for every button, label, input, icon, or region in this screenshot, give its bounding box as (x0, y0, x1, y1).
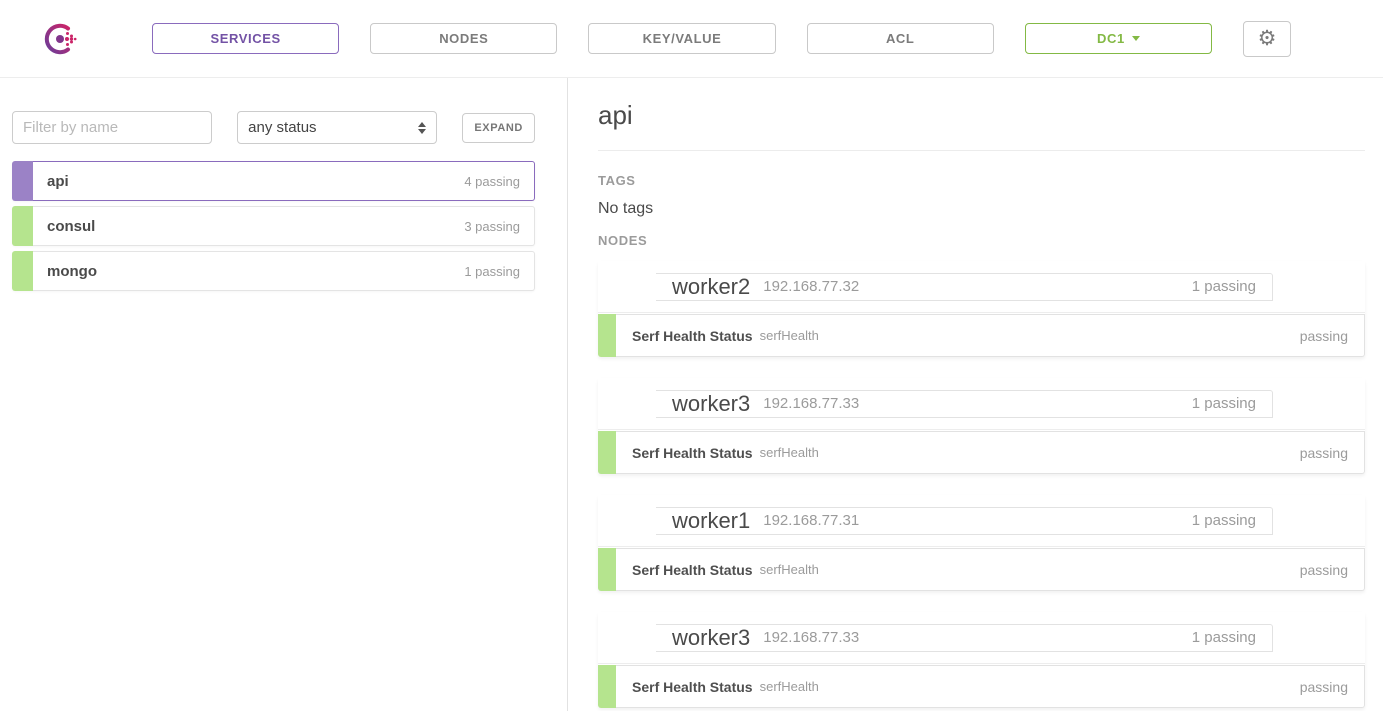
tab-acl[interactable]: ACL (806, 23, 994, 54)
service-row-consul[interactable]: consul 3 passing (12, 206, 535, 246)
node-address: 192.168.77.32 (763, 278, 860, 295)
check-status: passing (1299, 561, 1348, 578)
expand-button[interactable]: EXPAND (462, 112, 535, 143)
datacenter-label: DC1 (1097, 31, 1125, 46)
status-filter-select[interactable]: any status (237, 111, 438, 144)
select-arrows-icon (418, 121, 427, 134)
check-status-stripe (598, 314, 616, 357)
service-name: mongo (47, 262, 97, 280)
check-status-stripe (598, 548, 616, 591)
check-name: Serf Health Status (632, 444, 753, 461)
service-name: consul (47, 217, 96, 235)
node-status-count: 1 passing (1191, 395, 1256, 412)
check-name: Serf Health Status (632, 327, 753, 344)
node-name: worker3 (672, 624, 751, 650)
check-status: passing (1299, 327, 1348, 344)
services-sidebar: any status EXPAND api 4 passing consul 3 (0, 78, 568, 711)
service-list: api 4 passing consul 3 passing mongo 1 p… (12, 161, 535, 291)
service-status-count: 1 passing (464, 263, 520, 279)
node-address: 192.168.77.31 (763, 512, 860, 529)
node-card: worker2 192.168.77.32 1 passing Serf Hea… (598, 261, 1365, 357)
node-status-count: 1 passing (1191, 278, 1256, 295)
main-nav: SERVICES NODES KEY/VALUE ACL DC1 (152, 23, 1213, 54)
settings-button[interactable]: ⚙ (1243, 20, 1291, 57)
service-status-stripe (12, 206, 33, 246)
node-address: 192.168.77.33 (763, 395, 860, 412)
check-status: passing (1299, 444, 1348, 461)
node-name: worker1 (672, 507, 751, 533)
health-check-row: Serf Health Status serfHealth passing (598, 665, 1365, 708)
service-row-mongo[interactable]: mongo 1 passing (12, 251, 535, 291)
check-name: Serf Health Status (632, 678, 753, 695)
node-status-count: 1 passing (1191, 512, 1256, 529)
filter-by-name-input[interactable] (12, 111, 212, 144)
check-name: Serf Health Status (632, 561, 753, 578)
check-status-stripe (598, 665, 616, 708)
page-title: api (598, 100, 633, 130)
service-status-count: 4 passing (464, 173, 520, 189)
caret-down-icon (1131, 36, 1140, 41)
node-card-list: worker2 192.168.77.32 1 passing Serf Hea… (598, 261, 1365, 708)
sidebar-controls: any status EXPAND (12, 111, 535, 144)
service-name: api (47, 172, 69, 190)
check-id: serfHealth (759, 679, 819, 694)
title-divider (598, 150, 1365, 151)
node-header-row[interactable]: worker3 192.168.77.33 1 passing (598, 612, 1365, 664)
node-card: worker3 192.168.77.33 1 passing Serf Hea… (598, 378, 1365, 474)
service-row-api[interactable]: api 4 passing (12, 161, 535, 201)
tab-services[interactable]: SERVICES (152, 23, 340, 54)
consul-logo-icon (44, 23, 77, 54)
node-header-row[interactable]: worker1 192.168.77.31 1 passing (598, 495, 1365, 547)
node-name: worker2 (672, 273, 751, 299)
node-header-row[interactable]: worker3 192.168.77.33 1 passing (598, 378, 1365, 430)
datacenter-dropdown[interactable]: DC1 (1024, 23, 1213, 54)
check-status: passing (1299, 678, 1348, 695)
check-id: serfHealth (759, 562, 819, 577)
health-check-row: Serf Health Status serfHealth passing (598, 431, 1365, 474)
gear-icon: ⚙ (1257, 27, 1277, 50)
tab-nodes[interactable]: NODES (370, 23, 558, 54)
node-address: 192.168.77.33 (763, 629, 860, 646)
node-status-count: 1 passing (1191, 629, 1256, 646)
nodes-section-label: NODES (598, 233, 648, 248)
node-name: worker3 (672, 390, 751, 416)
health-check-row: Serf Health Status serfHealth passing (598, 548, 1365, 591)
service-status-stripe (12, 161, 33, 201)
node-card: worker3 192.168.77.33 1 passing Serf Hea… (598, 612, 1365, 708)
tab-key-value[interactable]: KEY/VALUE (588, 23, 776, 54)
status-filter-value: any status (248, 119, 317, 136)
tags-section-label: TAGS (598, 173, 636, 188)
check-id: serfHealth (759, 445, 819, 460)
service-detail-panel: api TAGS No tags NODES worker2 192.168.7… (568, 78, 1383, 711)
check-id: serfHealth (759, 328, 819, 343)
health-check-row: Serf Health Status serfHealth passing (598, 314, 1365, 357)
service-status-stripe (12, 251, 33, 291)
tags-empty-text: No tags (598, 200, 654, 217)
node-card: worker1 192.168.77.31 1 passing Serf Hea… (598, 495, 1365, 591)
check-status-stripe (598, 431, 616, 474)
service-status-count: 3 passing (464, 218, 520, 234)
top-nav-bar: SERVICES NODES KEY/VALUE ACL DC1 ⚙ (0, 0, 1383, 78)
node-header-row[interactable]: worker2 192.168.77.32 1 passing (598, 261, 1365, 313)
